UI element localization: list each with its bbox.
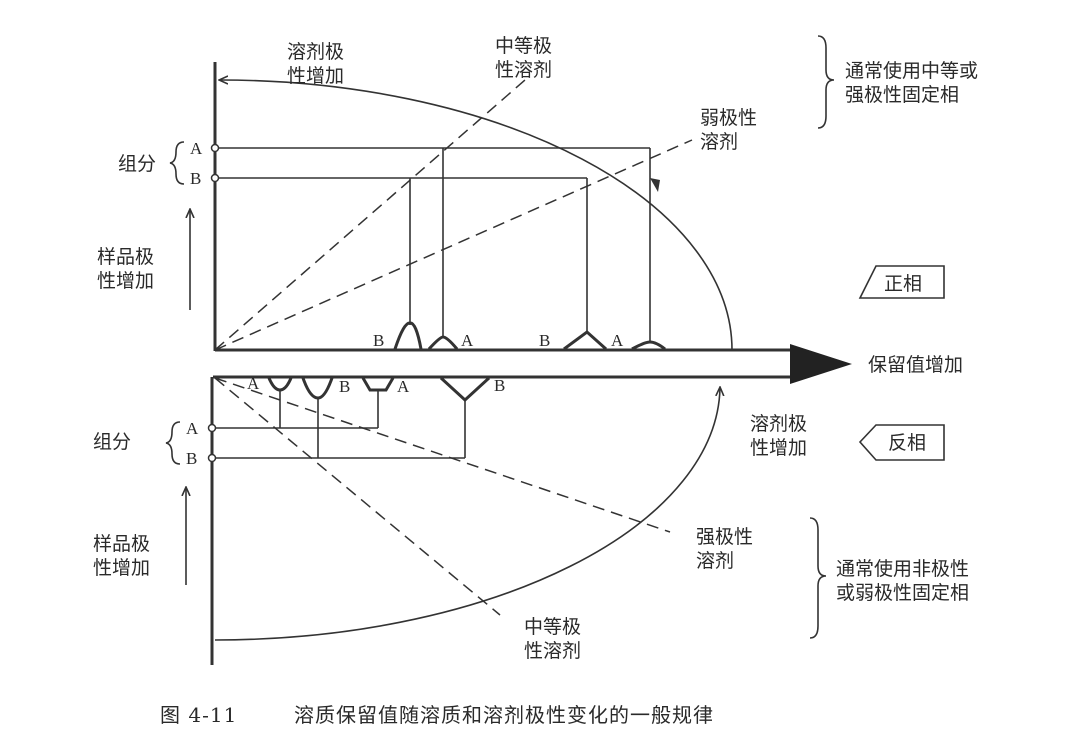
stationary-phase-note: 通常使用中等或 — [845, 60, 978, 82]
solvent-polarity-label: 溶剂极 — [750, 413, 807, 435]
component-b-label: B — [186, 449, 197, 468]
reversed-phase-tag — [858, 424, 945, 461]
components-label: 组分 — [118, 153, 156, 175]
peak-a1 — [427, 335, 459, 351]
arc-arrowhead-icon — [650, 178, 660, 192]
peak-b1 — [393, 321, 423, 350]
components-brace-icon — [169, 141, 185, 185]
peak-a2 — [631, 340, 666, 351]
components-label: 组分 — [93, 431, 131, 453]
strong-polar-solvent-line-reversed — [214, 377, 671, 533]
figure-number: 图 4-11 — [160, 703, 237, 727]
sample-polarity-label: 性增加 — [97, 270, 154, 292]
sample-polarity-label: 样品极 — [97, 246, 154, 268]
stationary-phase-note: 或弱极性固定相 — [836, 582, 969, 604]
solvent-polarity-arc-reversed — [214, 388, 720, 641]
sample-polarity-label: 性增加 — [93, 557, 150, 579]
component-a-marker-normal — [210, 143, 220, 153]
peak-label: B — [539, 331, 550, 350]
strong-polar-solvent-label: 溶剂 — [696, 550, 734, 572]
peak-label: B — [373, 331, 384, 350]
peak-b2 — [563, 330, 608, 351]
component-b-marker-reversed — [207, 453, 217, 463]
peak-label: A — [397, 377, 410, 396]
medium-polar-solvent-label: 中等极 — [495, 35, 552, 57]
solvent-polarity-label: 性增加 — [750, 437, 807, 459]
component-b-label: B — [190, 169, 201, 188]
reversed-phase-label: 反相 — [888, 432, 926, 454]
peak-a1-reversed — [267, 377, 293, 392]
weak-polar-solvent-label: 溶剂 — [700, 131, 738, 153]
peak-label: A — [461, 331, 474, 350]
peak-label: B — [494, 376, 505, 395]
medium-polar-solvent-line-normal — [214, 79, 526, 351]
solvent-polarity-arc-normal — [220, 80, 733, 351]
medium-polar-solvent-label: 中等极 — [524, 616, 581, 638]
note-brace-icon — [809, 517, 827, 639]
stationary-phase-note: 强极性固定相 — [845, 84, 959, 106]
peak-label: B — [339, 377, 350, 396]
peak-label: A — [247, 374, 260, 393]
normal-phase-label: 正相 — [884, 273, 922, 295]
x-axis-arrow-icon — [790, 344, 852, 384]
strong-polar-solvent-label: 强极性 — [696, 526, 753, 548]
component-a-label: A — [186, 419, 199, 438]
sample-polarity-label: 样品极 — [93, 533, 150, 555]
peak-b2-reversed — [439, 376, 491, 403]
figure-caption: 溶质保留值随溶质和溶剂极性变化的一般规律 — [294, 703, 714, 727]
stationary-phase-note: 通常使用非极性 — [836, 558, 969, 580]
peak-label: A — [611, 331, 624, 350]
peak-b1-reversed — [301, 377, 334, 400]
medium-polar-solvent-line-reversed — [214, 377, 501, 616]
solvent-polarity-label: 性增加 — [287, 65, 344, 87]
medium-polar-solvent-label: 性溶剂 — [524, 640, 581, 662]
medium-polar-solvent-label: 性溶剂 — [495, 59, 552, 81]
components-brace-icon — [165, 421, 181, 465]
note-brace-icon — [817, 35, 835, 129]
component-a-marker-reversed — [207, 423, 217, 433]
weak-polar-solvent-label: 弱极性 — [700, 107, 757, 129]
component-b-marker-normal — [210, 173, 220, 183]
component-a-label: A — [190, 139, 203, 158]
solvent-polarity-label: 溶剂极 — [287, 41, 344, 63]
normal-phase-tag — [858, 265, 945, 299]
weak-polar-solvent-line-normal — [214, 139, 693, 351]
peak-a2-reversed — [361, 377, 395, 392]
x-axis-label: 保留值增加 — [868, 354, 963, 376]
